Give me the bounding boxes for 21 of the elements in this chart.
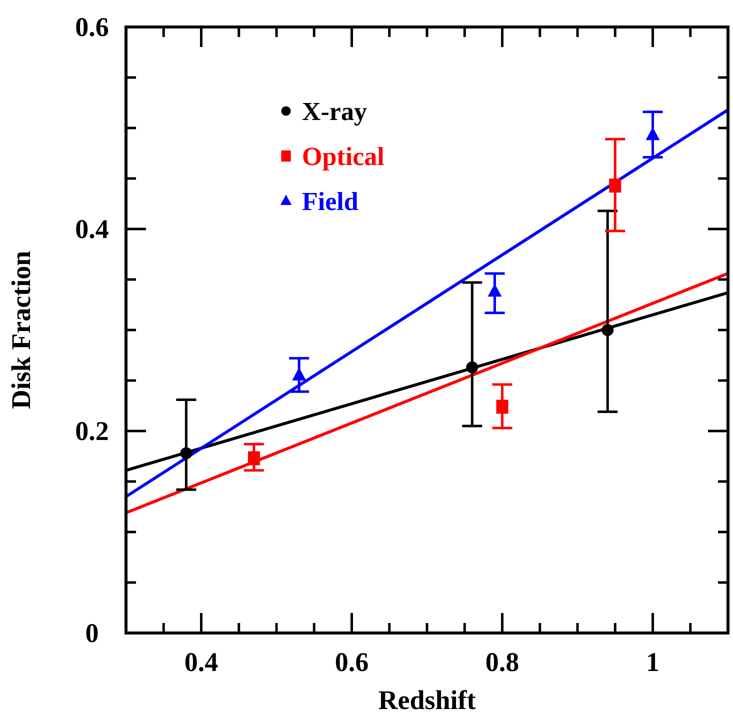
x-tick-label: 0.8 (485, 647, 520, 677)
legend-label: Optical (302, 142, 384, 171)
y-tick-label: 0.4 (75, 214, 109, 244)
x-tick-label: 0.6 (334, 647, 369, 677)
point (609, 178, 622, 193)
point (292, 367, 306, 380)
legend-label: Field (302, 187, 359, 216)
x-tick-label: 0.4 (184, 647, 218, 677)
y-axis-title: Disk Fraction (6, 250, 36, 410)
y-tick-label: 0.6 (75, 12, 109, 42)
x-axis-title: Redshift (378, 685, 476, 715)
point (466, 361, 478, 374)
point (180, 447, 192, 460)
y-tick-label: 0.2 (75, 416, 109, 446)
point (496, 400, 508, 414)
x-tick-label: 1 (646, 647, 660, 677)
legend-label: X-ray (302, 97, 367, 126)
point (488, 284, 502, 297)
point (248, 451, 260, 466)
y-tick-label: 0 (85, 618, 99, 648)
point (602, 324, 614, 336)
